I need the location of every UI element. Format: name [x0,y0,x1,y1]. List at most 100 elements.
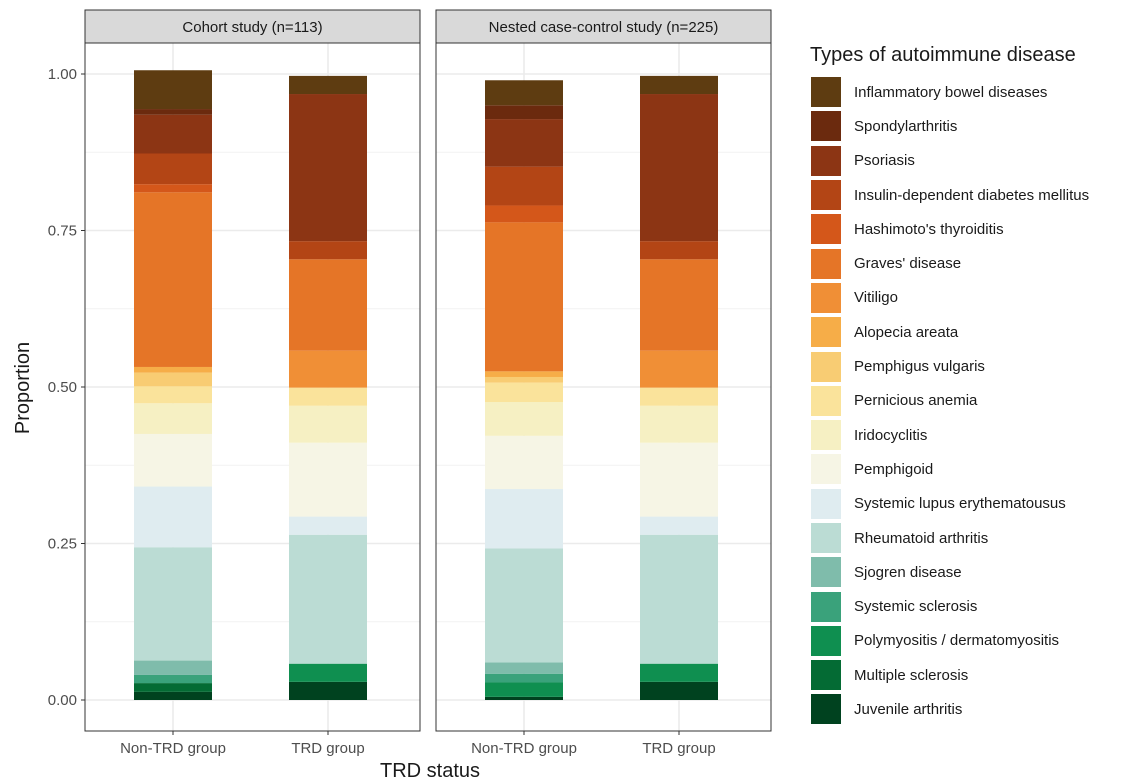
legend-item: Inflammatory bowel diseases [810,75,1089,109]
legend-label: Insulin-dependent diabetes mellitus [854,186,1090,204]
bar-segment [640,75,718,95]
bar-segment [289,241,367,260]
legend-label: Spondylarthritis [854,117,958,135]
legend-swatch [810,453,842,486]
legend-swatch [810,659,842,692]
legend-swatch [810,556,842,589]
legend-swatch [810,693,842,726]
legend-label: Iridocyclitis [854,426,928,444]
legend-title: Types of autoimmune disease [810,44,1076,66]
bar-segment [640,259,718,351]
bar-segment [485,435,563,490]
legend-item: Psoriasis [810,144,1089,178]
bar-segment [485,673,563,683]
legend-swatch [810,624,842,657]
x-axis-label: TRD status [380,760,480,781]
bar-segment [485,682,563,697]
x-tick-label: TRD group [642,740,715,757]
panel-1: Cohort study (n=113) Non-TRD group TRD gro… [84,9,421,757]
bar-segment [485,222,563,372]
legend-swatch [810,419,842,452]
bar-segment [485,371,563,377]
bar-segment [134,683,212,692]
legend-item: Multiple sclerosis [810,658,1089,692]
bar-segment [485,489,563,549]
bar-segment [289,442,367,517]
legend-swatch [810,281,842,314]
legend-item: Pemphigus vulgaris [810,349,1089,383]
legend-swatch [810,350,842,383]
legend-item: Insulin-dependent diabetes mellitus [810,178,1089,212]
bar-segment [640,405,718,443]
bar-segment [134,660,212,675]
y-tick-label: 0.50 [48,379,77,396]
y-tick-label: 0.25 [48,536,77,553]
bar-segment [485,696,563,700]
legend-item: Iridocyclitis [810,418,1089,452]
bar-segment [485,105,563,120]
bar-segment [485,548,563,663]
legend-item: Systemic sclerosis [810,589,1089,623]
legend-label: Sjogren disease [854,563,962,581]
legend-swatch [810,384,842,417]
bar-segment [134,70,212,110]
y-tick-label: 0.00 [48,692,77,709]
legend-item: Polymyositis / dermatomyositis [810,624,1089,658]
bar-segment [289,405,367,443]
bar-segment [134,674,212,684]
legend-swatch [810,247,842,280]
bar-segment [134,192,212,367]
bar-segment [134,366,212,373]
legend-item: Pernicious anemia [810,384,1089,418]
bar-segment [289,75,367,95]
y-tick-label: 1.00 [48,66,77,83]
legend-swatch [810,144,842,177]
legend-label: Psoriasis [854,152,915,170]
legend-items: Inflammatory bowel diseases Spondylarthri… [810,75,1089,727]
bar-segment [134,153,212,185]
bar-segment [640,516,718,535]
bar-segment [134,547,212,661]
bar-segment [134,433,212,487]
bar-segment [485,402,563,436]
bar-segment [485,205,563,223]
bar-segment [289,681,367,700]
bar-segment [289,94,367,242]
legend-swatch [810,213,842,246]
bar-segment [134,403,212,434]
legend-item: Spondylarthritis [810,109,1089,143]
bar-segment [134,386,212,404]
legend-label: Rheumatoid arthritis [854,529,989,547]
panel-2: Nested case-control study (n=225) Non-TRD… [435,9,772,757]
bar-segment [640,387,718,406]
bar-segment [640,663,718,682]
bar-segment [640,534,718,664]
legend-item: Hashimoto's thyroiditis [810,212,1089,246]
legend-swatch [810,590,842,623]
legend-swatch [810,110,842,143]
bar-segment [485,80,563,106]
bar-segment [640,94,718,242]
bar-segment [134,184,212,193]
bar-segment [134,691,212,700]
x-tick-label: Non-TRD group [120,740,226,757]
legend-label: Multiple sclerosis [854,666,969,684]
legend-swatch [810,316,842,349]
legend-item: Graves' disease [810,246,1089,280]
legend-swatch [810,487,842,520]
bar-segment [289,387,367,406]
bar-segment [485,119,563,167]
bar-segment [640,350,718,388]
y-axis-label: Proportion [12,342,34,434]
legend-label: Pernicious anemia [854,392,978,410]
bar-segment [289,516,367,535]
legend-item: Rheumatoid arthritis [810,521,1089,555]
bar-segment [640,681,718,700]
panel-strip [435,9,772,44]
bar-segment [485,376,563,383]
legend-label: Pemphigus vulgaris [854,358,985,376]
x-tick-label: Non-TRD group [471,740,577,757]
bar-segment [640,442,718,517]
legend-label: Systemic lupus erythematousus [854,495,1066,513]
